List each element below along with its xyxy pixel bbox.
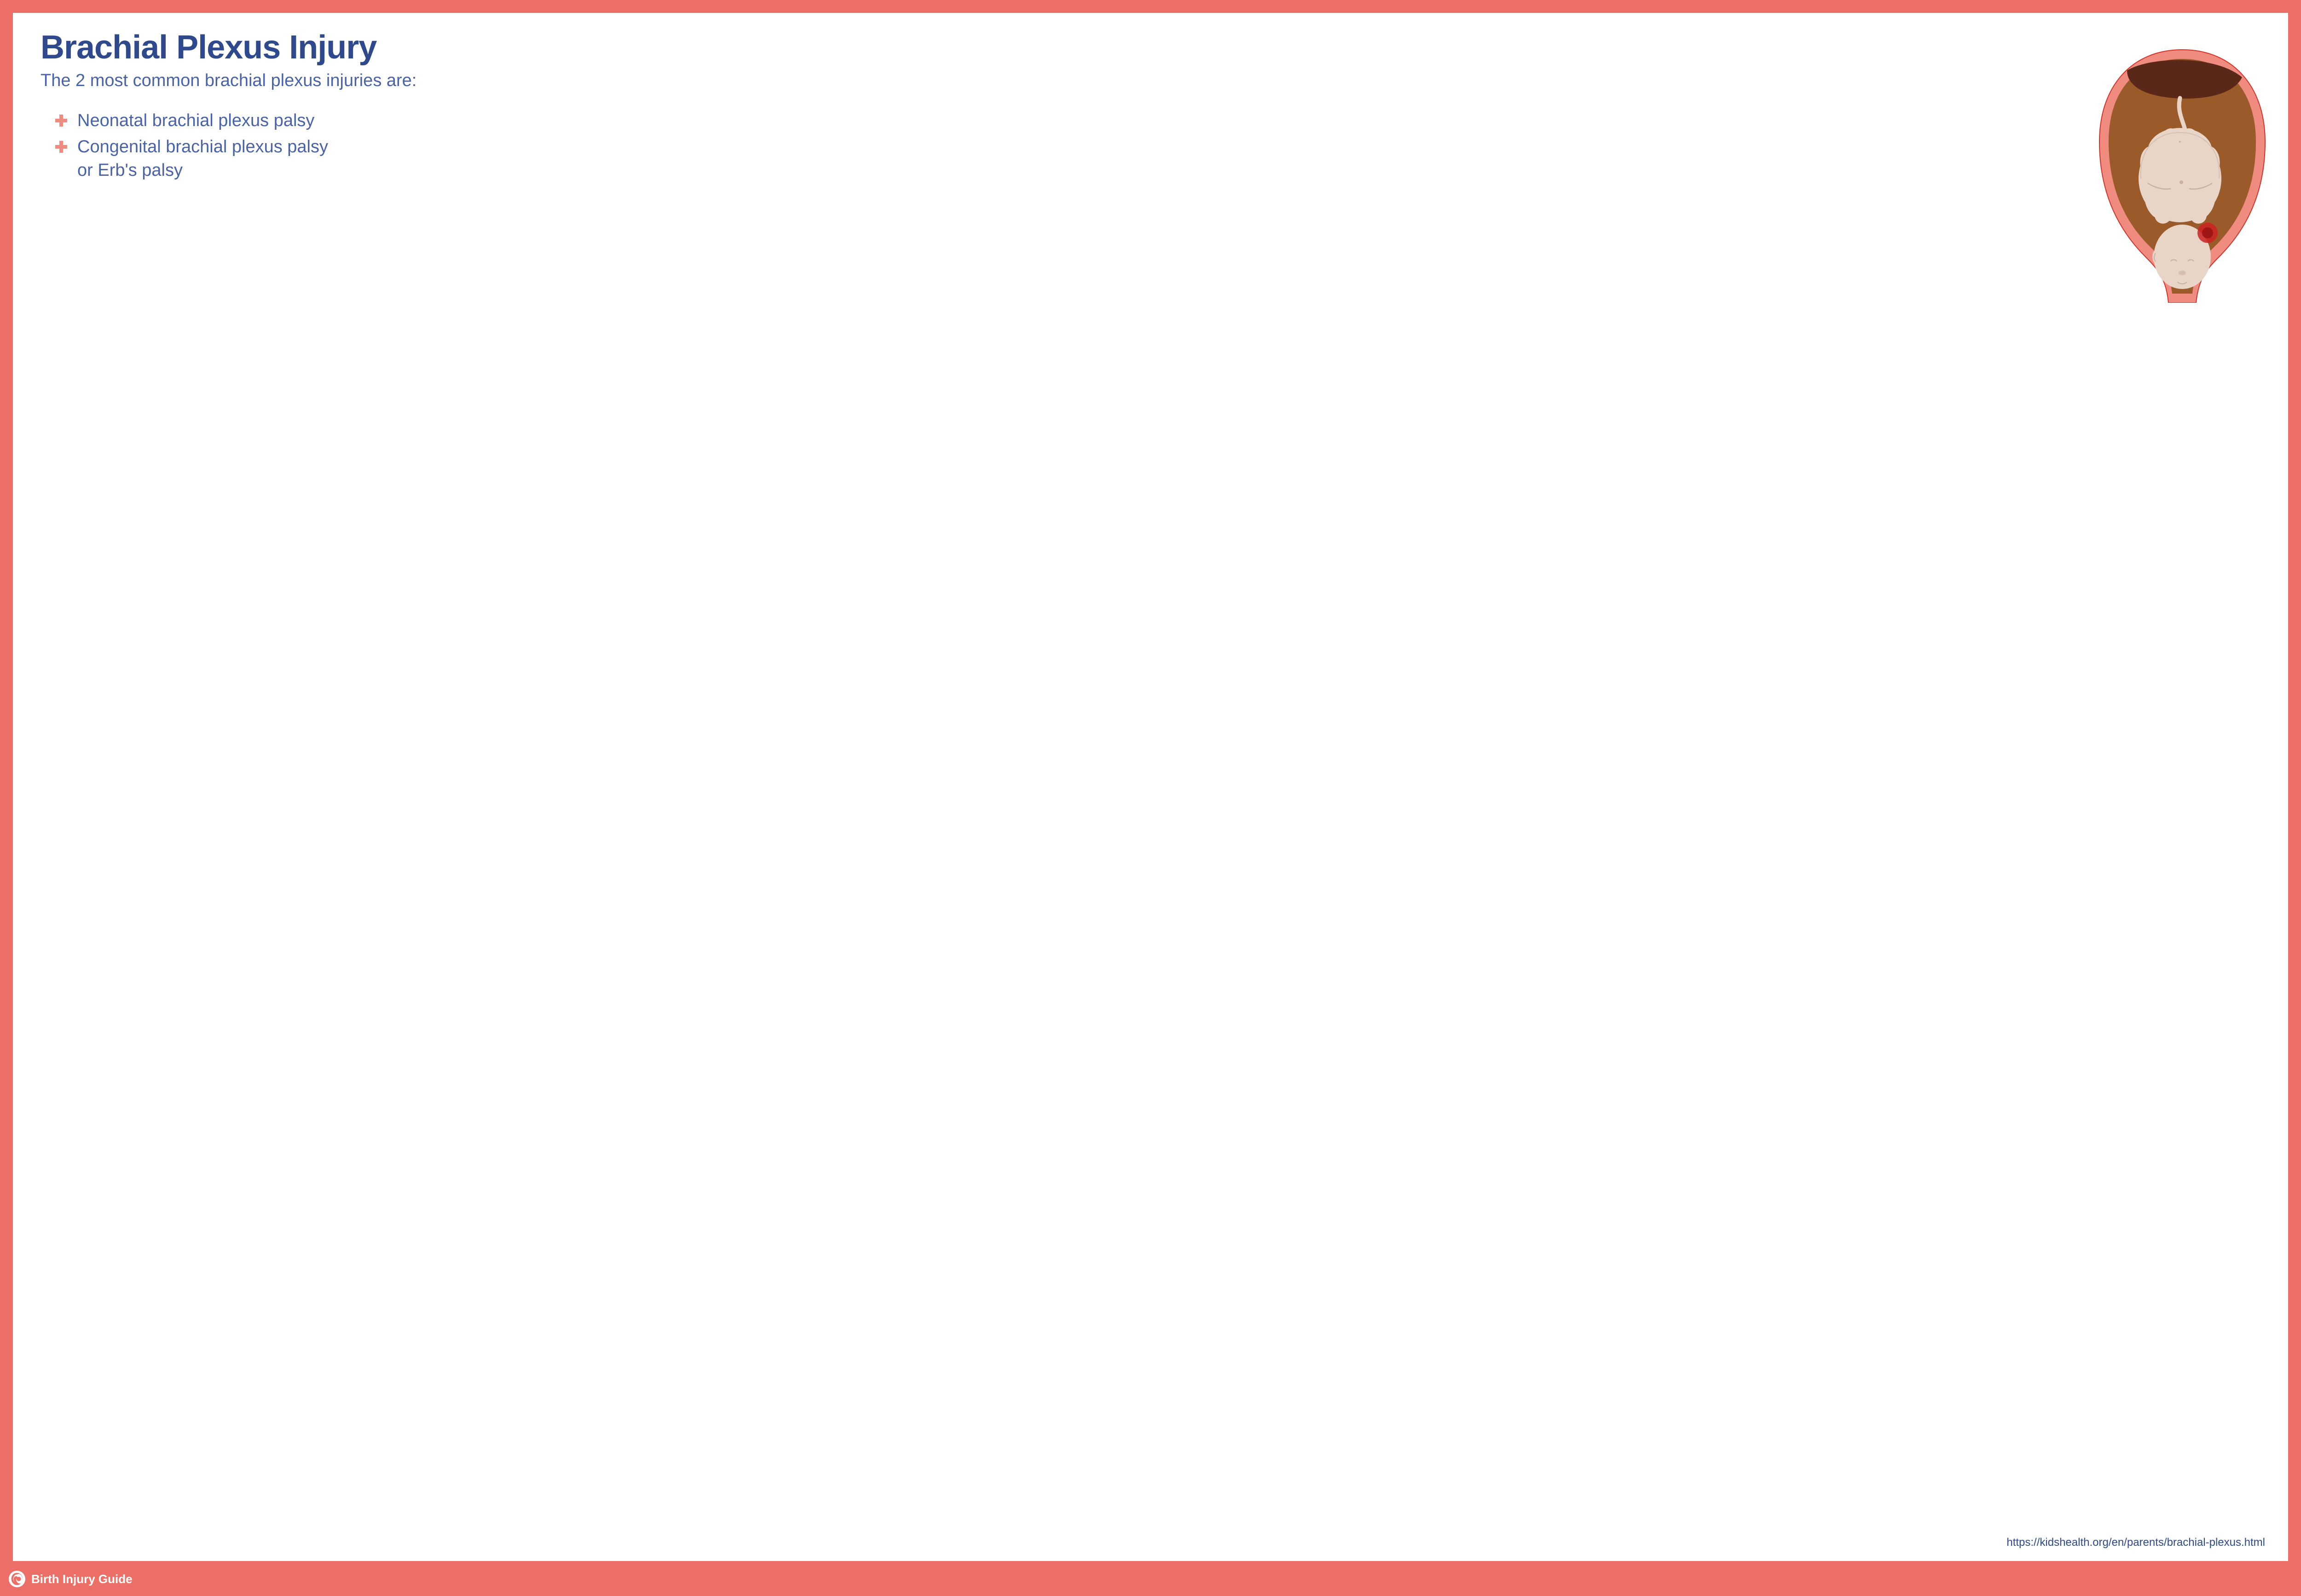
list-item-text: Neonatal brachial plexus palsy [77, 109, 314, 133]
subtitle: The 2 most common brachial plexus injuri… [40, 71, 2265, 91]
injury-list: Neonatal brachial plexus palsy Congenita… [40, 109, 2265, 185]
page-title: Brachial Plexus Injury [40, 30, 2265, 65]
frame: Brachial Plexus Injury The 2 most common… [0, 0, 2301, 1566]
content-card: Brachial Plexus Injury The 2 most common… [13, 13, 2288, 1561]
fetus-womb-illustration [2095, 45, 2270, 303]
list-item: Neonatal brachial plexus palsy [54, 109, 2265, 133]
brand-logo-icon [8, 1570, 26, 1588]
footer: Birth Injury Guide [0, 1566, 2301, 1596]
plus-icon [54, 140, 68, 154]
list-item-text: Congenital brachial plexus palsy or Erb'… [77, 135, 328, 183]
brand-name: Birth Injury Guide [31, 1572, 133, 1586]
plus-icon [54, 114, 68, 127]
source-url: https://kidshealth.org/en/parents/brachi… [2006, 1536, 2265, 1549]
list-item: Congenital brachial plexus palsy or Erb'… [54, 135, 2265, 183]
